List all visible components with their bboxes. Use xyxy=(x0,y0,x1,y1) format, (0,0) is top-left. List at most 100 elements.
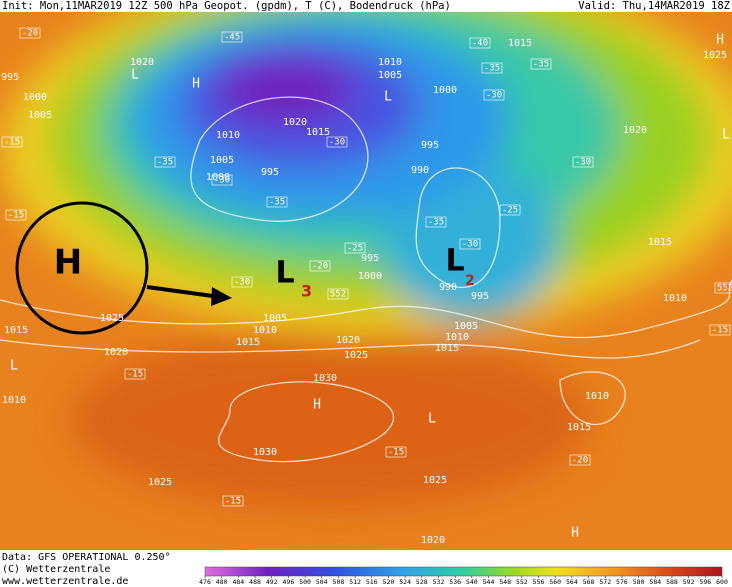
temperature-box xyxy=(530,58,552,70)
scale-bar xyxy=(204,566,723,577)
temperature-label: -15 xyxy=(127,370,143,380)
scale-label: 504 xyxy=(316,578,328,586)
pressure-center: H xyxy=(716,33,724,48)
scale-label: 540 xyxy=(466,578,478,586)
temperature-box xyxy=(481,62,503,74)
temperature-label: 552 xyxy=(717,284,732,294)
temperature-box xyxy=(459,238,481,250)
temperature-box xyxy=(326,136,348,148)
header-right: Valid: Thu,14MAR2019 18Z xyxy=(578,0,730,12)
footer-data: Data: GFS OPERATIONAL 0.250° xyxy=(2,552,171,563)
temperature-box xyxy=(221,31,243,43)
scale-label: 508 xyxy=(333,578,345,586)
pressure-center: L xyxy=(131,68,139,83)
isobar-label: 1010 xyxy=(216,130,240,141)
color-scale: 476 480 484 488 492 496 500 504 508 512 516 520 524 5… xyxy=(199,566,728,586)
temperature-label: -15 xyxy=(388,448,404,458)
isobar-label: 1020 xyxy=(336,335,360,346)
scale-label: 500 xyxy=(299,578,311,586)
scale-label: 572 xyxy=(599,578,611,586)
map-background xyxy=(0,0,732,550)
temperature-box xyxy=(469,37,491,49)
temperature-label: -15 xyxy=(8,211,24,221)
temperature-label: -35 xyxy=(533,60,549,70)
scale-label: 536 xyxy=(449,578,461,586)
scale-label: 568 xyxy=(583,578,595,586)
isobar-label: 1010 xyxy=(2,395,26,406)
pressure-center: H xyxy=(571,526,579,541)
isobar-label: 1005 xyxy=(28,110,52,121)
header-bar xyxy=(0,0,732,12)
temperature-box xyxy=(425,216,447,228)
isobar-label: 1000 xyxy=(23,92,47,103)
isobar-label: 1015 xyxy=(567,422,591,433)
temperature-box xyxy=(231,276,253,288)
scale-label: 476 xyxy=(199,578,211,586)
scale-label: 532 xyxy=(433,578,445,586)
temperature-box xyxy=(154,156,176,168)
temperature-label: -35 xyxy=(484,64,500,74)
isobar-label: 1025 xyxy=(703,50,727,61)
isobar-label: 1010 xyxy=(378,57,402,68)
scale-label: 588 xyxy=(666,578,678,586)
temperature-box xyxy=(344,242,366,254)
temperature-box xyxy=(385,446,407,458)
isobar-label: 995 xyxy=(261,167,279,178)
isobar-label: 1020 xyxy=(421,535,445,546)
isobar-label: 1030 xyxy=(253,447,277,458)
isobar-label: 995 xyxy=(421,140,439,151)
isobar-label: 995 xyxy=(471,291,489,302)
isobar-label: 1025 xyxy=(100,313,124,324)
temperature-label: -20 xyxy=(312,262,328,272)
low-index: 2 xyxy=(465,273,475,289)
temperature-box xyxy=(499,204,521,216)
isobar-label: 995 xyxy=(361,253,379,264)
scale-label: 520 xyxy=(383,578,395,586)
scale-label: 496 xyxy=(283,578,295,586)
temperature-label: -30 xyxy=(214,176,230,186)
pressure-center: H xyxy=(313,398,321,413)
temperature-label: -20 xyxy=(22,29,38,39)
scale-label: 512 xyxy=(349,578,361,586)
scale-label: 484 xyxy=(232,578,244,586)
scale-label: 556 xyxy=(533,578,545,586)
scale-label: 516 xyxy=(366,578,378,586)
temperature-label: -35 xyxy=(269,198,285,208)
scale-label: 580 xyxy=(633,578,645,586)
temperature-label: -30 xyxy=(486,91,502,101)
scale-label: 492 xyxy=(266,578,278,586)
low-label: L xyxy=(275,256,294,291)
temperature-label: -15 xyxy=(225,497,241,507)
isobar-label: 1025 xyxy=(148,477,172,488)
scale-label: 600 xyxy=(716,578,728,586)
temperature-box xyxy=(211,174,233,186)
scale-label: 544 xyxy=(483,578,495,586)
temperature-box xyxy=(1,136,23,148)
temperature-box xyxy=(124,368,146,380)
isobar-sketch xyxy=(0,96,732,463)
scale-label: 584 xyxy=(649,578,661,586)
isobar-label: 1020 xyxy=(104,347,128,358)
temperature-box xyxy=(5,209,27,221)
scale-label: 564 xyxy=(566,578,578,586)
isobar-label: 990 xyxy=(439,282,457,293)
isobar-label: 990 xyxy=(411,165,429,176)
footer-copyright: (C) Wetterzentrale xyxy=(2,564,110,575)
header-left: Init: Mon,11MAR2019 12Z 500 hPa Geopot. … xyxy=(2,0,451,12)
pressure-center: H xyxy=(192,77,200,92)
isobar-label: 1005 xyxy=(378,70,402,81)
scale-label: 480 xyxy=(216,578,228,586)
temperature-box xyxy=(709,324,731,336)
isobar-label: 1010 xyxy=(445,332,469,343)
isobar-label: 1005 xyxy=(210,155,234,166)
pressure-center: L xyxy=(428,412,436,427)
high-circle xyxy=(15,201,149,335)
isobar-label: 1010 xyxy=(253,325,277,336)
scale-label: 592 xyxy=(683,578,695,586)
isobar-label: 1010 xyxy=(585,391,609,402)
scale-label: 576 xyxy=(616,578,628,586)
arrow-head xyxy=(211,287,232,306)
scale-label: 552 xyxy=(516,578,528,586)
low-label: L xyxy=(445,244,464,279)
